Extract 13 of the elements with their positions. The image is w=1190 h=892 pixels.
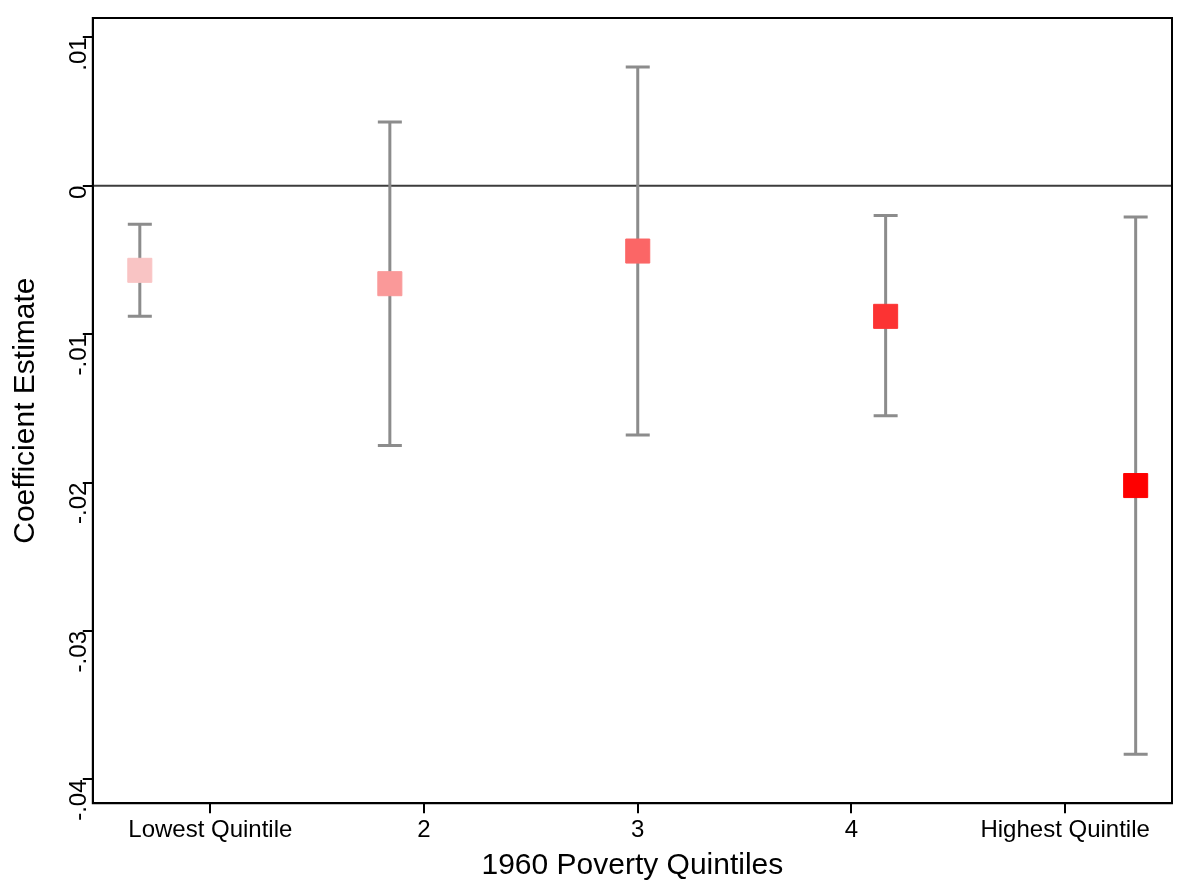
y-tick-label: .01	[64, 37, 92, 71]
y-axis-title: Coefficient Estimate	[7, 277, 41, 544]
y-tick-label: -.01	[64, 334, 92, 376]
y-tick-label: -.02	[64, 482, 92, 524]
y-tick-label: -.03	[64, 631, 92, 673]
x-tick-label: Highest Quintile	[980, 815, 1150, 843]
x-tick-label: 3	[631, 815, 645, 843]
x-tick-label: 4	[844, 815, 859, 843]
x-tick-label: 2	[417, 815, 431, 843]
x-tick-label: Lowest Quintile	[128, 815, 293, 843]
y-tick-label: 0	[64, 185, 92, 200]
y-tick-label: -.04	[64, 779, 92, 821]
x-axis-title: 1960 Poverty Quintiles	[481, 847, 784, 881]
